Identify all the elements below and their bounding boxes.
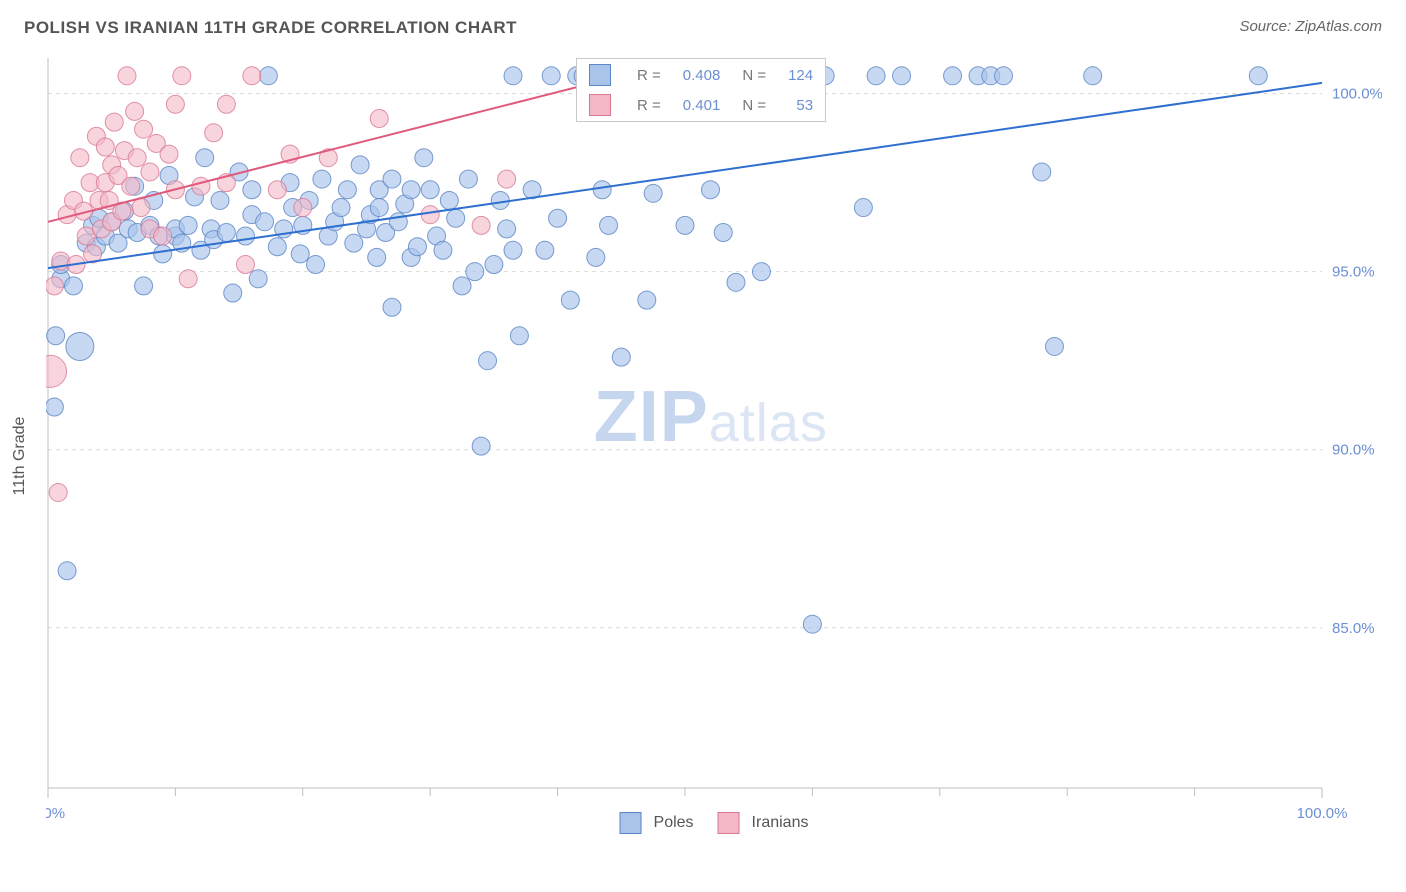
source-label: Source: ZipAtlas.com [1239, 18, 1382, 35]
watermark-atlas: atlas [709, 393, 828, 453]
stats-table: R = 0.408 N = 124 R = 0.401 N = 53 [577, 59, 825, 121]
chart-area: 11th Grade 85.0%90.0%95.0%100.0%0.0%100.… [46, 48, 1382, 864]
legend-swatch [589, 64, 611, 86]
series-legend: Poles Iranians [620, 800, 809, 846]
y-axis-label: 11th Grade [11, 417, 29, 496]
svg-text:90.0%: 90.0% [1332, 442, 1375, 459]
watermark-zip: ZIP [594, 377, 709, 457]
legend-label: Poles [654, 814, 694, 832]
legend-swatch [620, 812, 642, 834]
legend-item: Poles [620, 812, 694, 834]
stats-legend: R = 0.408 N = 124 R = 0.401 N = 53 [576, 58, 826, 122]
legend-swatch [589, 94, 611, 116]
chart-title: POLISH VS IRANIAN 11TH GRADE CORRELATION… [24, 18, 517, 38]
legend-label: Iranians [752, 814, 809, 832]
svg-text:0.0%: 0.0% [46, 805, 65, 822]
legend-swatch [718, 812, 740, 834]
svg-text:100.0%: 100.0% [1297, 805, 1348, 822]
legend-item: Iranians [718, 812, 809, 834]
svg-text:85.0%: 85.0% [1332, 620, 1375, 637]
svg-text:100.0%: 100.0% [1332, 86, 1382, 103]
watermark: ZIPatlas [594, 376, 828, 458]
svg-text:95.0%: 95.0% [1332, 264, 1375, 281]
